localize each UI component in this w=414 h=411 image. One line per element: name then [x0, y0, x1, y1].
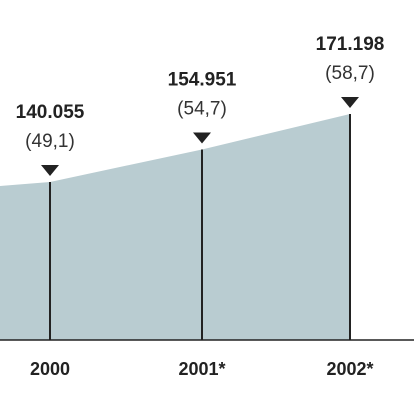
share-label: (54,7): [177, 98, 227, 119]
value-label: 154.951: [168, 69, 237, 90]
x-tick-label: 2000: [30, 359, 70, 379]
pointer: [193, 132, 211, 144]
x-tick-label: 2001*: [178, 359, 225, 379]
share-label: (49,1): [25, 131, 75, 152]
pointer: [41, 165, 59, 176]
share-label: (58,7): [325, 63, 375, 84]
x-tick-label: 2002*: [326, 359, 373, 379]
area: [0, 114, 350, 340]
pointer: [341, 97, 359, 108]
value-label: 140.055: [16, 102, 85, 123]
value-label: 171.198: [316, 34, 385, 55]
